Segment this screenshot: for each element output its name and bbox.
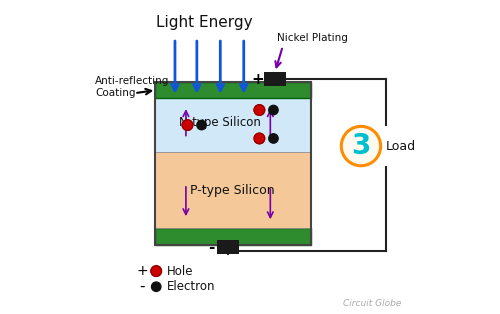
Text: N-type Silicon: N-type Silicon (180, 116, 261, 129)
Bar (154, 228, 311, 245)
Bar (217, 240, 239, 254)
Text: Nickel Plating: Nickel Plating (276, 33, 347, 43)
Text: Hole: Hole (167, 265, 194, 278)
Text: Light Energy: Light Energy (156, 15, 253, 30)
Circle shape (269, 134, 278, 143)
Bar (264, 72, 286, 86)
Text: Load: Load (386, 139, 416, 153)
Circle shape (254, 133, 264, 144)
Circle shape (152, 282, 161, 291)
Circle shape (254, 105, 264, 115)
Text: +: + (252, 72, 264, 87)
Bar (154, 98, 311, 152)
Text: Anti-reflecting
Coating: Anti-reflecting Coating (96, 76, 170, 98)
Circle shape (342, 126, 380, 166)
Bar (154, 82, 311, 245)
Circle shape (182, 120, 193, 130)
Bar (154, 82, 311, 98)
Bar (154, 152, 311, 228)
Text: Electron: Electron (167, 280, 216, 293)
Text: P-type Silicon: P-type Silicon (190, 184, 275, 197)
Text: -: - (140, 279, 145, 294)
Text: -: - (208, 240, 214, 255)
Text: Circuit Globe: Circuit Globe (343, 299, 402, 308)
Circle shape (269, 105, 278, 115)
Text: 3: 3 (352, 132, 370, 160)
Circle shape (151, 266, 162, 276)
Circle shape (197, 120, 206, 130)
Text: +: + (136, 264, 148, 278)
